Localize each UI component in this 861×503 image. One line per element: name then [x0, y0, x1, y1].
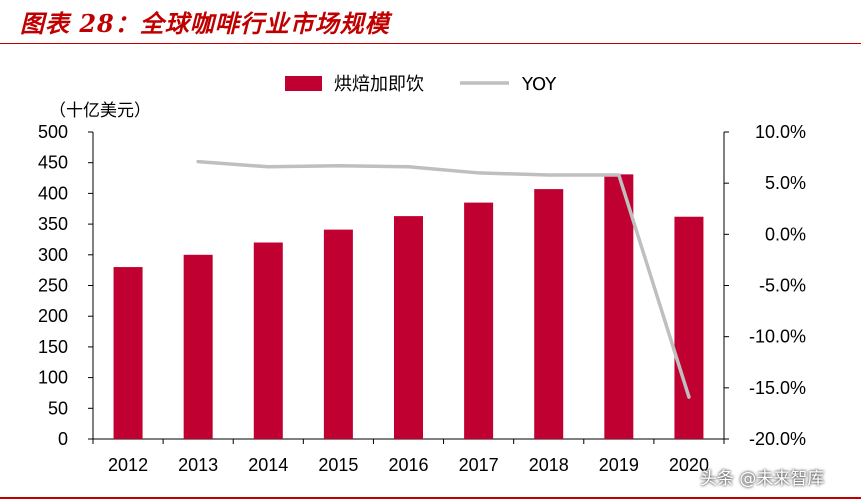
left-tick-label: 150: [38, 337, 68, 357]
right-tick-label: 10.0%: [755, 122, 806, 142]
left-axis-unit-label: （十亿美元）: [49, 101, 151, 121]
bar: [394, 216, 423, 439]
right-tick-label: 0.0%: [765, 224, 806, 244]
right-tick-label: 5.0%: [765, 173, 806, 193]
x-tick-label: 2012: [108, 455, 148, 475]
figure-title: 图表 28：全球咖啡行业市场规模: [20, 9, 390, 38]
bar: [534, 189, 564, 439]
left-tick-label: 100: [38, 368, 68, 388]
x-tick-label: 2016: [388, 455, 428, 475]
watermark: 头条 @未来智库: [700, 469, 825, 489]
chart-axes: 0 50 100 150 200 250 300 350 400 450 500 -20.0% -15.…: [38, 101, 806, 475]
left-tick-label: 450: [38, 153, 68, 173]
legend-bar-swatch: [285, 76, 322, 91]
left-tick-label: 350: [38, 214, 68, 234]
right-tick-label: -5.0%: [759, 276, 806, 296]
right-tick-label: -20.0%: [749, 429, 806, 449]
bottom-divider: [0, 497, 861, 499]
x-tick-label: 2020: [669, 455, 709, 475]
left-tick-label: 250: [38, 276, 68, 296]
bar-series: [113, 174, 704, 439]
x-tick-label: 2018: [529, 455, 569, 475]
left-tick-label: 0: [58, 429, 68, 449]
x-tick-label: 2017: [459, 455, 499, 475]
x-tick-label: 2014: [248, 455, 288, 475]
left-tick-label: 200: [38, 306, 68, 326]
yoy-series: [196, 159, 691, 399]
left-tick-label: 500: [38, 122, 68, 142]
bar: [464, 202, 494, 439]
x-tick-label: 2015: [318, 455, 358, 475]
title-divider: [0, 43, 861, 44]
x-tick-label: 2019: [599, 455, 639, 475]
bar: [113, 267, 143, 439]
right-tick-label: -10.0%: [749, 327, 806, 347]
bar: [674, 216, 704, 439]
bar: [253, 242, 283, 439]
x-tick-label: 2013: [178, 455, 218, 475]
left-tick-label: 400: [38, 183, 68, 203]
chart-legend: 烘焙加即饮 YOY: [285, 74, 557, 95]
legend-line-label: YOY: [521, 74, 557, 95]
legend-bar-label: 烘焙加即饮: [334, 74, 424, 95]
bar: [183, 254, 213, 439]
left-tick-label: 300: [38, 245, 68, 265]
bar: [323, 229, 353, 439]
bar: [604, 174, 634, 439]
left-tick-label: 50: [48, 398, 68, 418]
right-tick-label: -15.0%: [749, 378, 806, 398]
yoy-line: [196, 159, 691, 399]
